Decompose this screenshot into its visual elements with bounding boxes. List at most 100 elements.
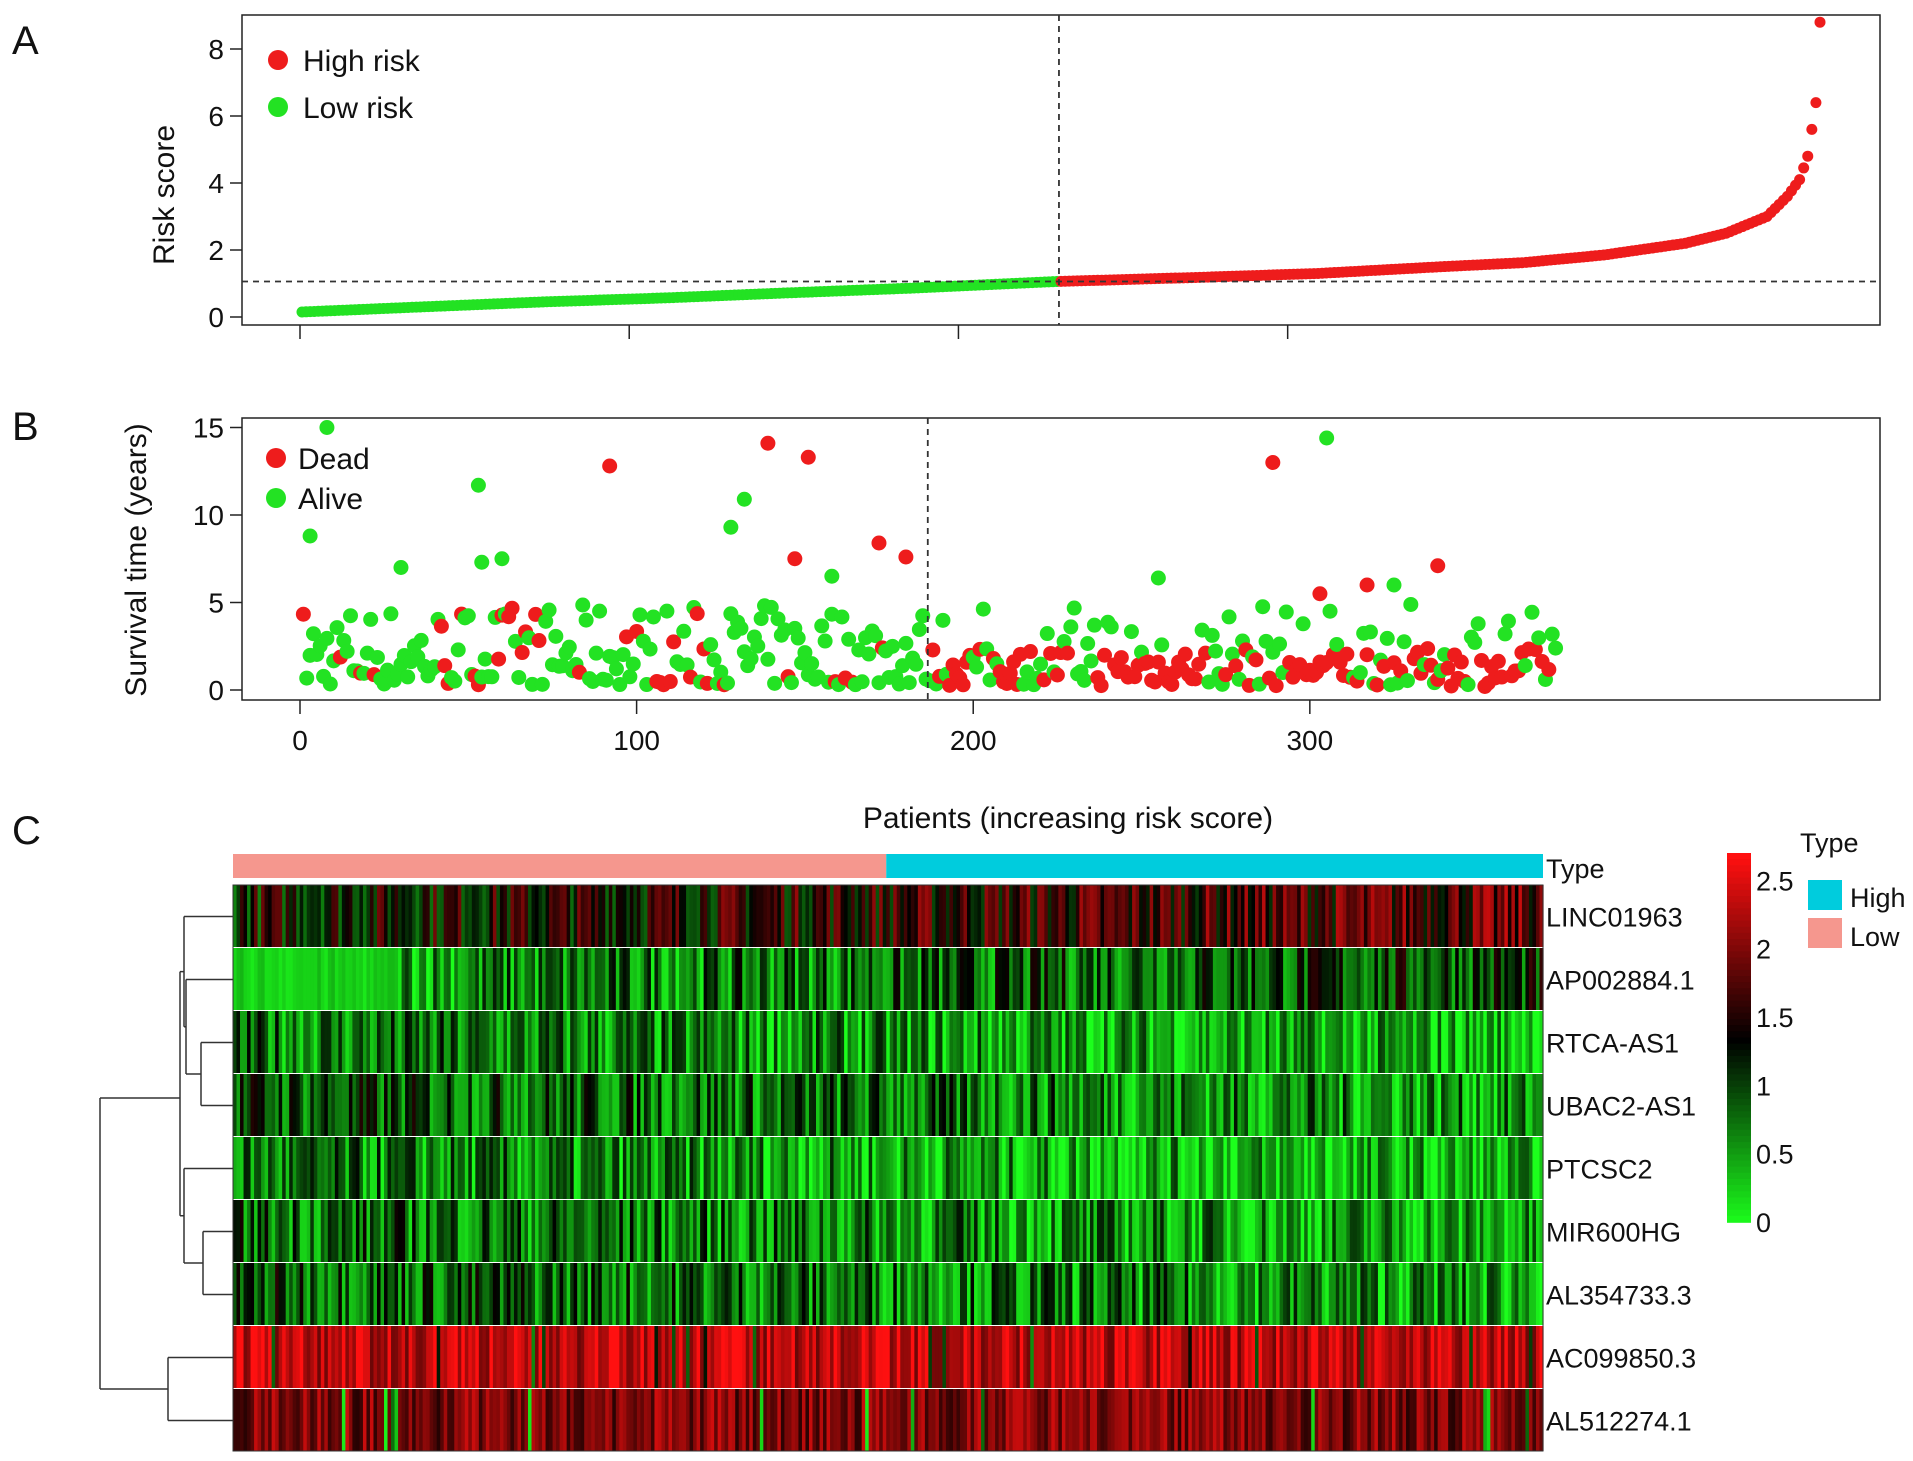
- heatmap-cell: [366, 1326, 371, 1388]
- heatmap-cell: [1167, 1200, 1172, 1262]
- heatmap-cell: [1290, 948, 1295, 1010]
- heatmap-cell: [1528, 1326, 1534, 1388]
- heatmap-cell: [285, 1200, 290, 1262]
- alive-point: [760, 651, 776, 667]
- heatmap-cell: [408, 885, 413, 947]
- heatmap-cell: [236, 948, 241, 1010]
- heatmap-cell: [573, 1200, 578, 1262]
- heatmap-cell: [1230, 1263, 1235, 1325]
- heatmap-cell: [254, 1074, 259, 1136]
- heatmap-cell: [693, 1326, 698, 1388]
- heatmap-cell: [1413, 885, 1418, 947]
- heatmap-cell: [580, 1074, 585, 1136]
- heatmap-cell: [1139, 885, 1144, 947]
- heatmap-cell: [928, 1011, 933, 1073]
- heatmap-cell: [478, 885, 483, 947]
- heatmap-cell: [830, 885, 835, 947]
- alive-point: [1056, 634, 1072, 650]
- heatmap-cell: [738, 1389, 743, 1451]
- heatmap-cell: [289, 885, 294, 947]
- type-legend-high-swatch: [1808, 880, 1842, 910]
- heatmap-cell: [1237, 948, 1242, 1010]
- heatmap-cell: [471, 948, 476, 1010]
- heatmap-cell: [1370, 948, 1376, 1010]
- heatmap-cell: [1107, 1137, 1112, 1199]
- heatmap-cell: [1462, 1137, 1467, 1199]
- heatmap-cell: [317, 1074, 322, 1136]
- heatmap-cell: [1111, 1074, 1116, 1136]
- heatmap-cell: [896, 948, 901, 1010]
- heatmap-cell: [334, 1389, 339, 1451]
- heatmap-cell: [355, 1263, 361, 1325]
- heatmap-cell: [1518, 1137, 1523, 1199]
- heatmap-cell: [935, 948, 940, 1010]
- heatmap-cell: [415, 1011, 420, 1073]
- heatmap-cell: [1061, 948, 1066, 1010]
- heatmap-cell: [1416, 1389, 1421, 1451]
- heatmap-cell: [236, 1263, 241, 1325]
- heatmap-cell: [942, 1137, 947, 1199]
- heatmap-cell: [1174, 1326, 1179, 1388]
- heatmap-cell: [756, 1074, 761, 1136]
- heatmap-cell: [271, 1263, 276, 1325]
- heatmap-cell: [233, 948, 238, 1010]
- heatmap-cell: [1504, 885, 1509, 947]
- heatmap-cell: [1402, 1074, 1407, 1136]
- heatmap-cell: [412, 1389, 417, 1451]
- heatmap-cell: [419, 885, 424, 947]
- heatmap-cell: [310, 1200, 315, 1262]
- heatmap-cell: [1497, 948, 1502, 1010]
- heatmap-cell: [1307, 1074, 1312, 1136]
- heatmap-cell: [461, 1011, 466, 1073]
- heatmap-cell: [956, 1326, 961, 1388]
- heatmap-cell: [426, 885, 431, 947]
- heatmap-cell: [352, 948, 357, 1010]
- heatmap-cell: [703, 1200, 708, 1262]
- heatmap-cell: [359, 1326, 364, 1388]
- heatmap-cell: [868, 1137, 873, 1199]
- heatmap-cell: [689, 1326, 694, 1388]
- heatmap-cell: [1367, 1326, 1372, 1388]
- heatmap-cell: [812, 1074, 817, 1136]
- heatmap-cell: [752, 1074, 757, 1136]
- heatmap-cell: [510, 1074, 515, 1136]
- heatmap-cell: [542, 1263, 547, 1325]
- colorbar-segment: [1727, 1049, 1751, 1057]
- heatmap-cell: [826, 1326, 831, 1388]
- heatmap-cell: [1163, 1074, 1168, 1136]
- heatmap-cell: [770, 1263, 775, 1325]
- heatmap-cell: [1462, 1326, 1467, 1388]
- heatmap-cell: [759, 1326, 764, 1388]
- heatmap-cell: [1349, 1137, 1354, 1199]
- heatmap-cell: [995, 1263, 1000, 1325]
- heatmap-colorbar: 2.521.510.50: [1727, 853, 1794, 1238]
- heatmap-cell: [520, 1200, 526, 1262]
- heatmap-cell: [250, 1389, 255, 1451]
- heatmap-cell: [1469, 1200, 1474, 1262]
- heatmap-cell: [967, 1074, 972, 1136]
- heatmap-cell: [910, 948, 915, 1010]
- heatmap-cell: [664, 1389, 670, 1451]
- heatmap-cell: [1023, 1389, 1028, 1451]
- heatmap-cell: [1111, 885, 1116, 947]
- heatmap-cell: [626, 1137, 631, 1199]
- heatmap-cell: [924, 1200, 929, 1262]
- heatmap-cell: [770, 1137, 775, 1199]
- heatmap-cell: [1514, 1389, 1520, 1451]
- heatmap-cell: [352, 1200, 357, 1262]
- heatmap-cell: [696, 1200, 701, 1262]
- heatmap-cell: [299, 1137, 304, 1199]
- heatmap-cell: [457, 885, 462, 947]
- heatmap-cell: [1304, 1137, 1309, 1199]
- heatmap-cell: [1142, 1137, 1147, 1199]
- alive-point: [1208, 643, 1224, 659]
- heatmap-cell: [1535, 1011, 1541, 1073]
- heatmap-cell: [531, 948, 536, 1010]
- heatmap-cell: [1082, 1011, 1088, 1073]
- heatmap-cell: [605, 1011, 610, 1073]
- heatmap-cell: [1005, 1200, 1010, 1262]
- colorbar-segment: [1727, 1086, 1751, 1094]
- heatmap-cell: [1416, 1200, 1421, 1262]
- heatmap-cell: [1430, 1011, 1435, 1073]
- heatmap-cell: [896, 1326, 901, 1388]
